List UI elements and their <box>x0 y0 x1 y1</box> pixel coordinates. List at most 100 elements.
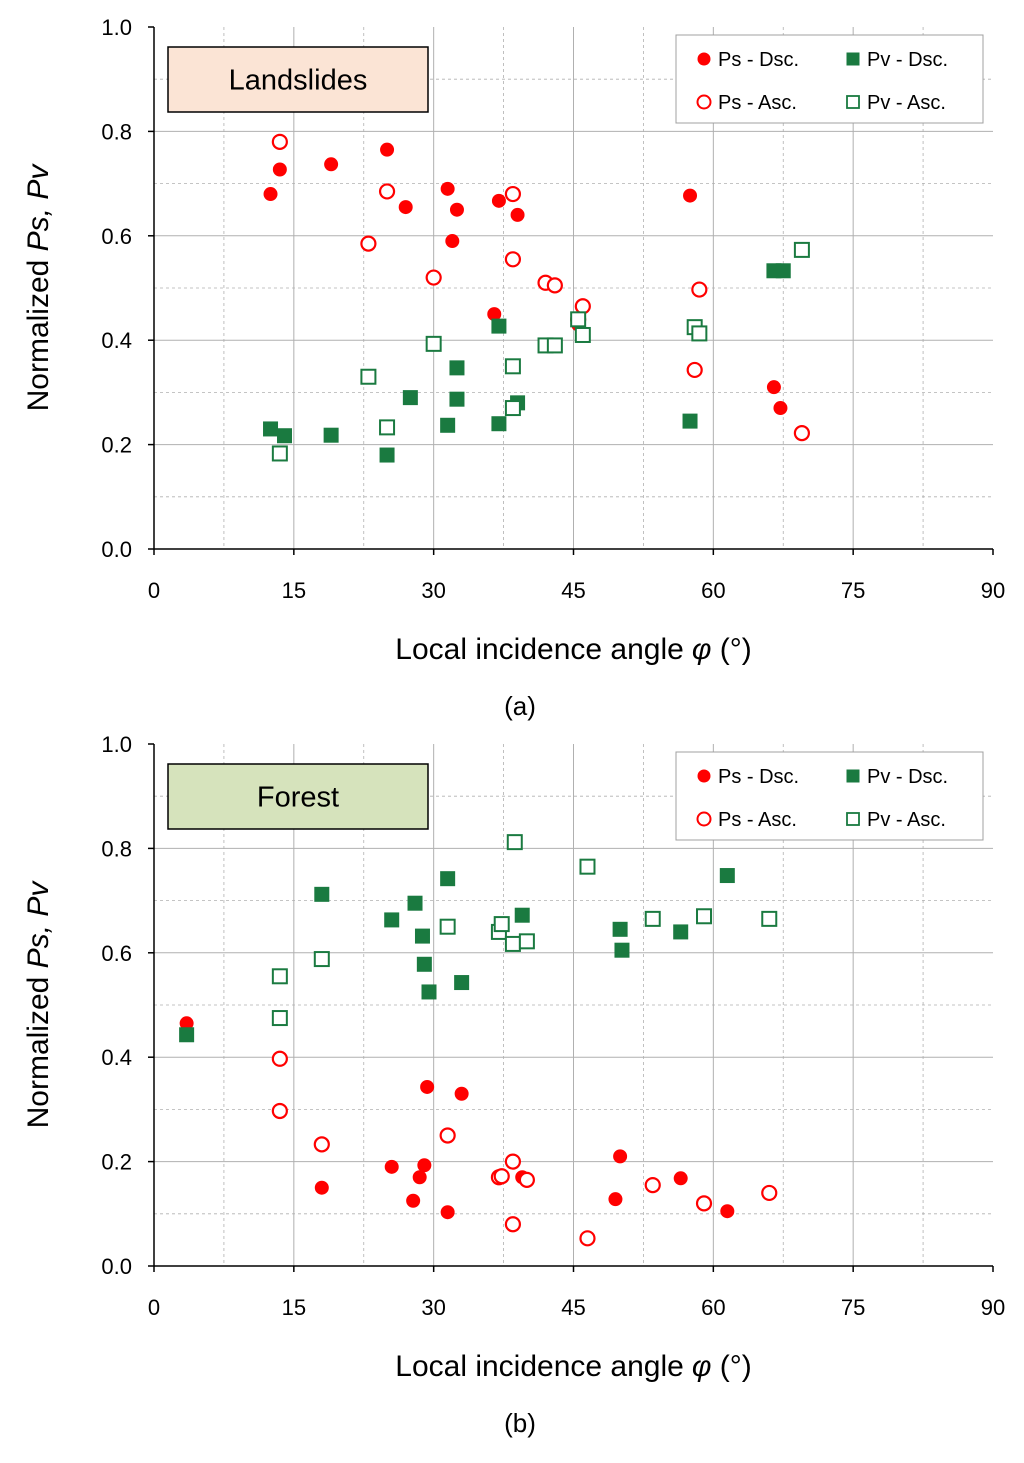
y-tick-label: 0.6 <box>101 224 132 249</box>
x-tick-label: 0 <box>148 578 160 603</box>
data-point <box>380 142 395 157</box>
data-point <box>421 984 437 1000</box>
data-point <box>793 425 810 442</box>
x-axis-label: Local incidence angle φ (°) <box>395 633 751 666</box>
data-point <box>454 975 470 991</box>
x-tick-label: 30 <box>421 578 445 603</box>
x-tick-label: 45 <box>561 578 585 603</box>
legend-marker <box>696 94 712 110</box>
data-point <box>644 1176 661 1194</box>
region-label: Forest <box>257 782 339 814</box>
data-point <box>673 1171 688 1186</box>
data-point <box>612 921 628 937</box>
legend-marker <box>697 769 711 783</box>
data-point <box>324 157 339 172</box>
data-point <box>574 326 591 343</box>
data-point <box>271 445 288 462</box>
data-point <box>491 193 506 208</box>
data-point <box>493 916 510 933</box>
data-point <box>384 1159 399 1174</box>
data-point <box>504 400 521 417</box>
data-point <box>449 202 464 217</box>
data-point <box>412 1170 427 1185</box>
data-point <box>425 269 442 286</box>
panel-caption: (b) <box>504 1408 536 1438</box>
legend-marker <box>846 769 860 783</box>
x-tick-label: 45 <box>561 1295 585 1320</box>
data-point <box>414 928 430 944</box>
legend-box <box>675 34 984 124</box>
data-point <box>644 910 661 927</box>
data-point <box>407 895 423 911</box>
y-tick-label: 1.0 <box>101 732 132 757</box>
data-point <box>425 335 442 352</box>
panel-caption: (a) <box>504 691 536 721</box>
data-point <box>271 1102 288 1120</box>
data-point <box>406 1193 421 1208</box>
data-point <box>614 942 630 958</box>
x-tick-label: 60 <box>701 578 725 603</box>
data-point <box>773 401 788 416</box>
legend-marker <box>846 812 860 826</box>
data-point <box>398 200 413 215</box>
data-point <box>504 1216 522 1233</box>
data-point <box>775 263 791 279</box>
data-point <box>546 337 563 354</box>
data-point <box>314 1180 329 1195</box>
legend-marker <box>846 52 860 66</box>
y-tick-label: 0.8 <box>101 119 132 144</box>
legend-marker <box>846 95 860 109</box>
data-point <box>271 1010 288 1027</box>
legend-label: Pv - Asc. <box>867 809 946 831</box>
data-point <box>445 234 460 249</box>
data-point <box>263 421 279 437</box>
data-point <box>504 1153 522 1170</box>
region-label: Landslides <box>229 65 368 97</box>
data-point <box>691 325 708 342</box>
data-point <box>766 380 781 395</box>
data-point <box>608 1192 623 1207</box>
data-point <box>440 417 456 433</box>
data-point <box>179 1027 195 1043</box>
data-point <box>271 133 288 150</box>
data-point <box>761 1184 778 1202</box>
data-point <box>682 413 698 429</box>
data-point <box>402 390 418 406</box>
x-axis-label-symbol: φ <box>692 1350 712 1383</box>
data-point <box>454 1086 469 1101</box>
data-point <box>506 834 523 851</box>
data-point <box>793 241 810 258</box>
x-axis-label: Local incidence angle φ (°) <box>395 1350 751 1383</box>
data-point <box>673 924 689 940</box>
data-point <box>271 1050 288 1067</box>
data-point <box>314 886 330 902</box>
data-point <box>570 311 587 328</box>
data-point <box>491 416 507 432</box>
legend-label: Ps - Dsc. <box>718 766 799 788</box>
legend-label: Pv - Dsc. <box>867 49 948 71</box>
x-tick-label: 60 <box>701 1295 725 1320</box>
series-pv-asc <box>271 241 810 462</box>
x-axis-label-unit: (°) <box>711 1350 751 1383</box>
y-axis-label: Normalized Ps, Pv <box>22 163 55 412</box>
region-label-box <box>167 46 429 113</box>
legend-label: Pv - Dsc. <box>867 766 948 788</box>
data-point <box>514 907 530 923</box>
data-point <box>574 298 591 315</box>
legend-box <box>675 751 984 841</box>
data-point <box>323 427 339 443</box>
y-tick-label: 0.4 <box>101 328 132 353</box>
x-tick-label: 0 <box>148 1295 160 1320</box>
data-point <box>546 277 563 294</box>
data-point <box>440 181 455 196</box>
x-axis-label-text: Local incidence angle <box>395 633 684 666</box>
legend-label: Ps - Asc. <box>718 809 797 831</box>
y-tick-label: 0.8 <box>101 836 132 861</box>
y-tick-label: 0.6 <box>101 941 132 966</box>
data-point <box>449 360 465 376</box>
data-point <box>686 361 703 379</box>
series-pv-asc <box>271 834 778 1027</box>
y-axis-label-text: Normalized <box>22 968 55 1128</box>
y-tick-label: 1.0 <box>101 15 132 40</box>
x-tick-label: 75 <box>841 578 865 603</box>
